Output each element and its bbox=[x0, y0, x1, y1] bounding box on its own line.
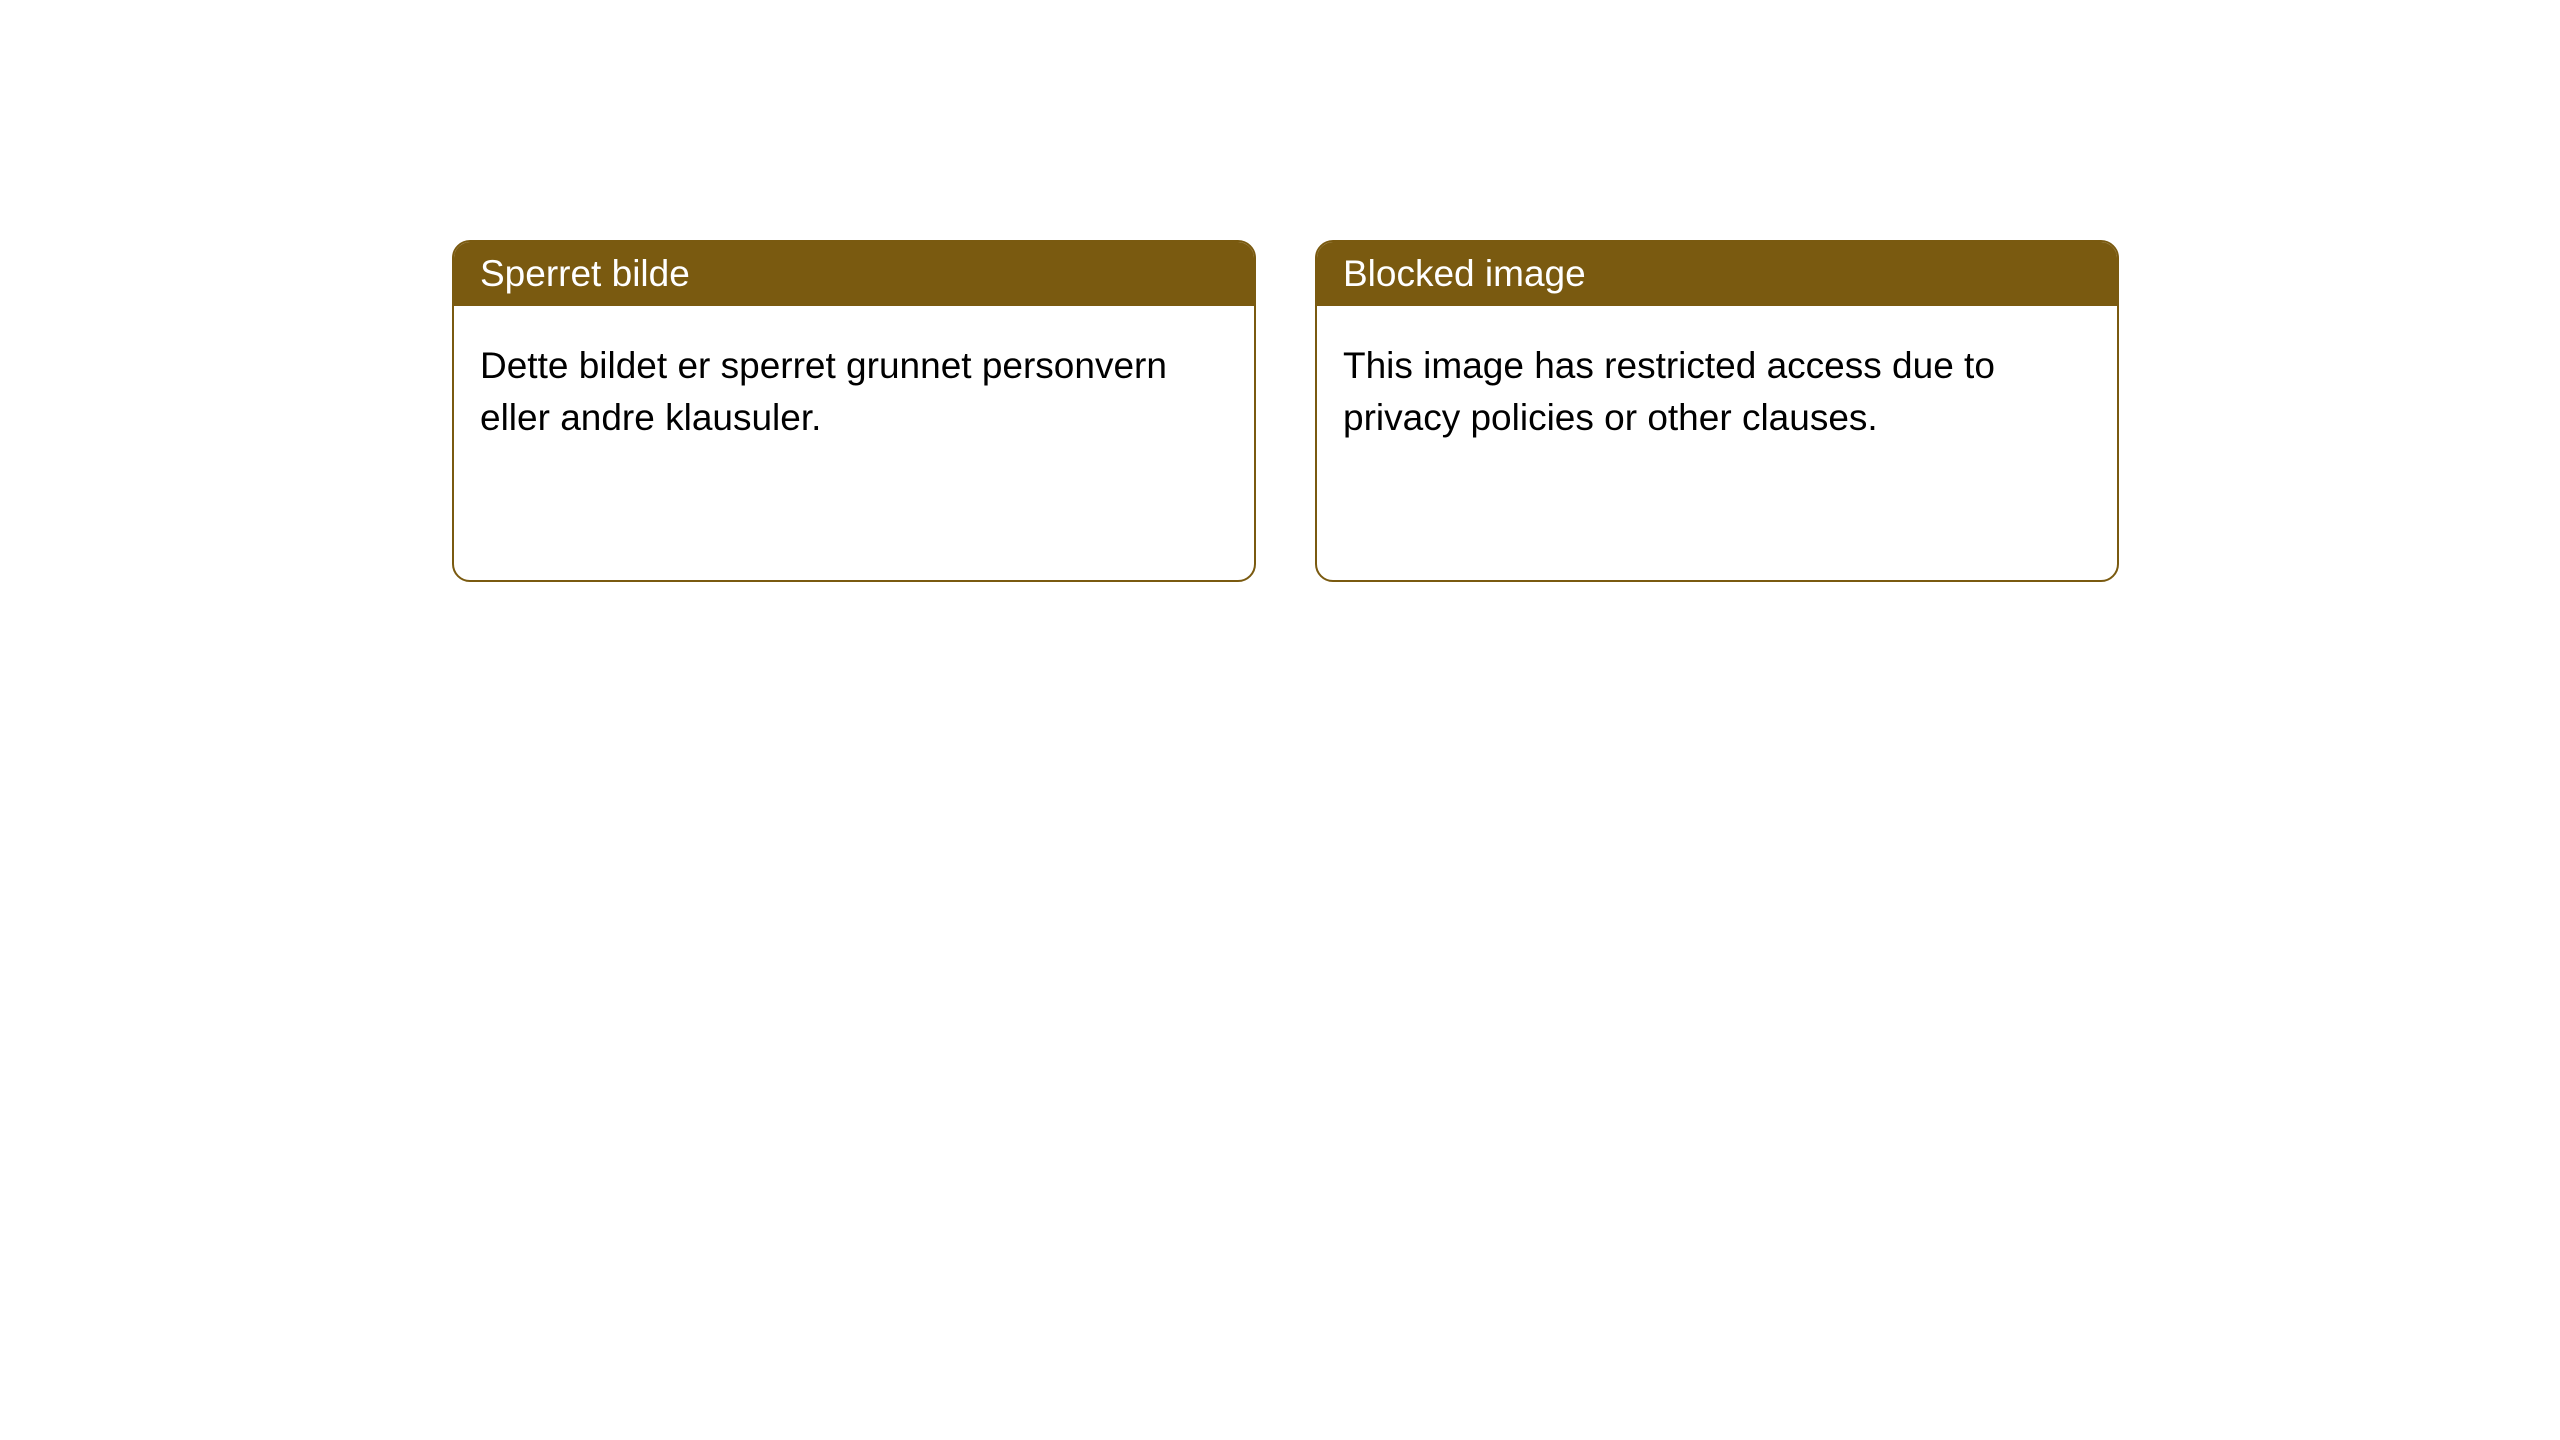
notice-card-body: Dette bildet er sperret grunnet personve… bbox=[454, 306, 1254, 580]
notice-card-title: Sperret bilde bbox=[454, 242, 1254, 306]
notice-card-body: This image has restricted access due to … bbox=[1317, 306, 2117, 580]
notice-card-norwegian: Sperret bilde Dette bildet er sperret gr… bbox=[452, 240, 1256, 582]
notice-cards-container: Sperret bilde Dette bildet er sperret gr… bbox=[452, 240, 2560, 582]
notice-card-title: Blocked image bbox=[1317, 242, 2117, 306]
notice-card-english: Blocked image This image has restricted … bbox=[1315, 240, 2119, 582]
